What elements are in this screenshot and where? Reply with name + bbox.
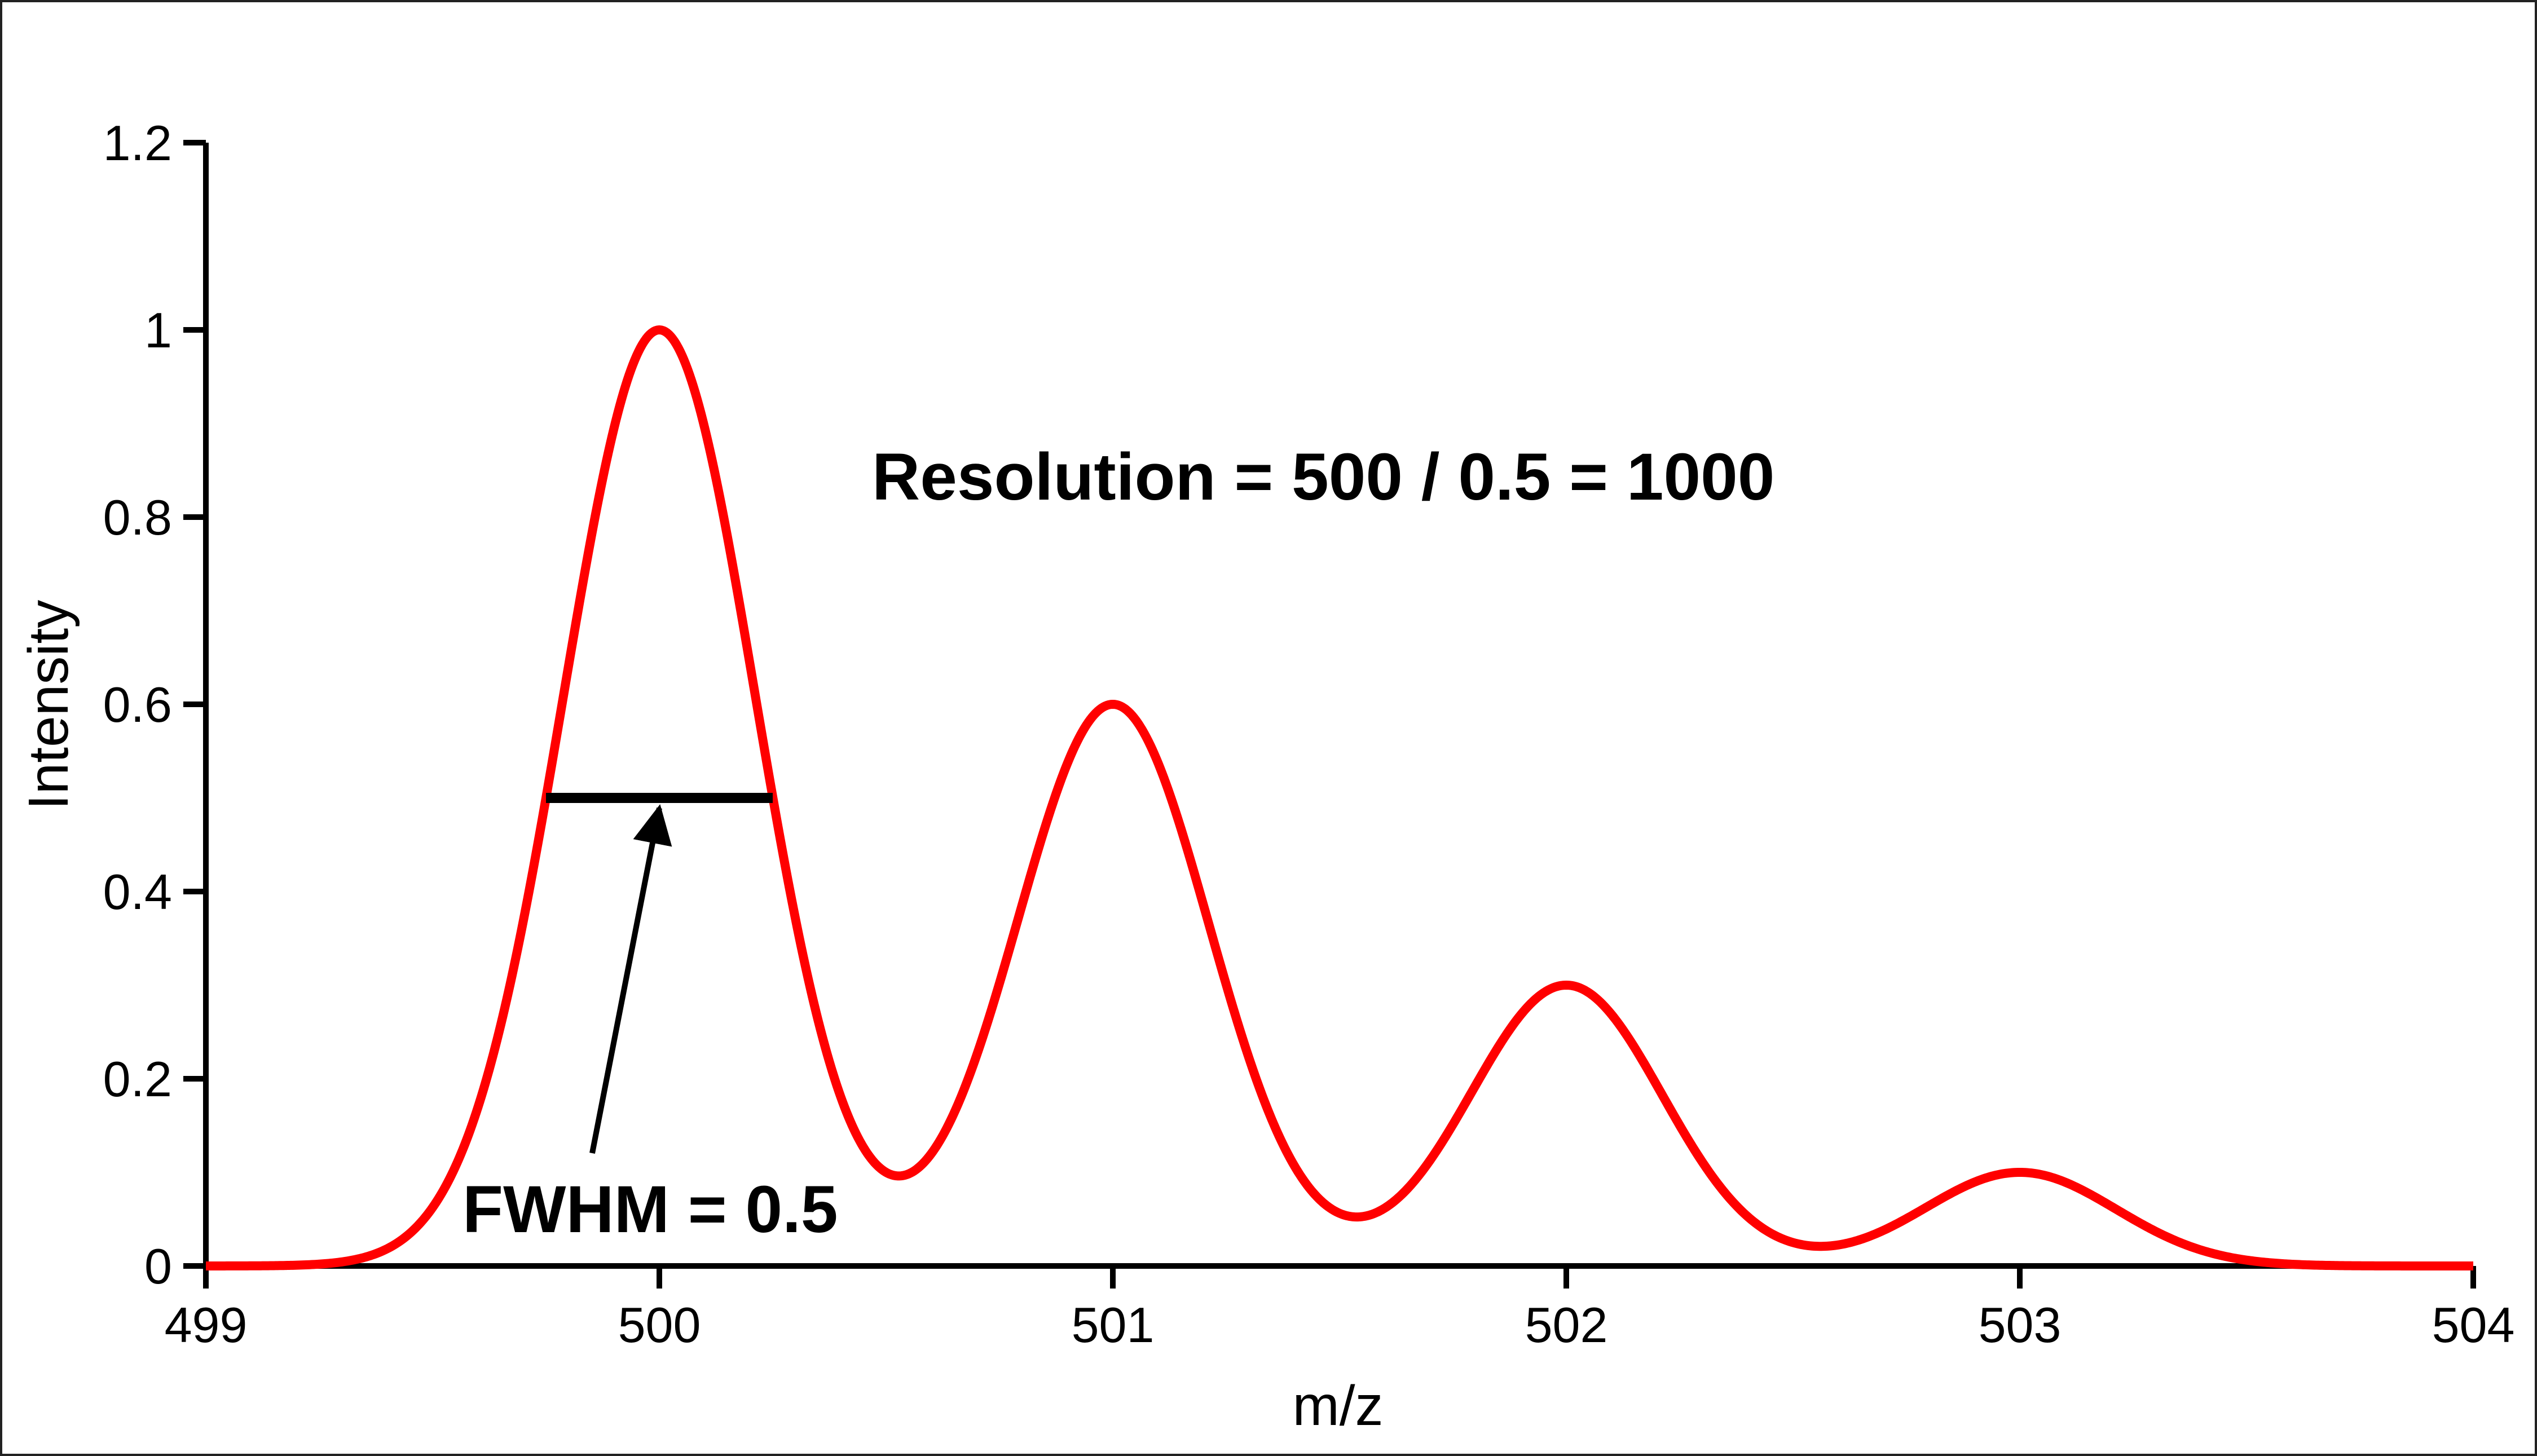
resolution-annotation: Resolution = 500 / 0.5 = 1000	[872, 440, 1774, 514]
x-tick-label: 502	[1525, 1297, 1608, 1353]
fwhm-annotation: FWHM = 0.5	[463, 1172, 838, 1247]
x-tick-label: 499	[165, 1297, 248, 1353]
y-tick-label: 0.6	[103, 677, 172, 733]
y-tick-label: 0	[144, 1238, 172, 1294]
y-tick-label: 0.8	[103, 489, 172, 545]
y-axis-title: Intensity	[17, 600, 80, 810]
series-layer	[203, 325, 2476, 1270]
x-axis-title: m/z	[1292, 1374, 1383, 1437]
y-axis: 0 0.2 0.4 0.6 0.8 1 1.2	[103, 115, 209, 1294]
y-tick-label: 0.4	[103, 864, 172, 920]
x-axis: 499 500 501 502 503 504	[165, 1263, 2515, 1353]
y-tick-label: 1	[144, 302, 172, 358]
y-tick-label: 1.2	[103, 115, 172, 171]
x-tick-label: 500	[618, 1297, 701, 1353]
y-tick-label: 0.2	[103, 1051, 172, 1107]
x-tick-label: 501	[1072, 1297, 1155, 1353]
fwhm-arrow	[589, 804, 672, 1154]
annotation-layer	[546, 793, 773, 1154]
x-tick-label: 503	[1979, 1297, 2062, 1353]
x-tick-label: 504	[2432, 1297, 2515, 1353]
spectrum-line	[203, 325, 2476, 1270]
